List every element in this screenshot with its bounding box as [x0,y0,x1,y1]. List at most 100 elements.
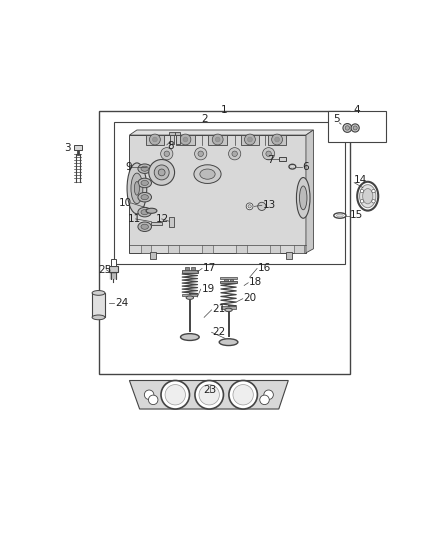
Circle shape [244,134,255,145]
Bar [237,245,247,253]
Ellipse shape [360,184,376,208]
Ellipse shape [138,164,152,173]
Circle shape [198,151,203,157]
Text: 7: 7 [267,155,274,165]
Text: 15: 15 [350,210,364,220]
Ellipse shape [363,189,373,204]
Circle shape [195,381,223,409]
Bar [74,145,82,150]
Bar [286,252,292,259]
Ellipse shape [357,182,378,211]
Bar [221,306,236,309]
Text: 11: 11 [128,214,141,224]
Ellipse shape [92,290,105,295]
Polygon shape [306,130,314,253]
Bar [202,245,212,253]
Text: 20: 20 [244,293,257,303]
Circle shape [161,381,190,409]
Text: 6: 6 [303,161,309,172]
Circle shape [232,151,237,157]
Bar [114,122,345,264]
Circle shape [351,124,359,132]
Circle shape [161,148,173,160]
Bar [182,294,197,296]
Circle shape [262,148,275,160]
Circle shape [215,137,220,142]
Bar [268,135,286,146]
Ellipse shape [127,163,147,214]
Circle shape [229,381,258,409]
Circle shape [212,134,223,145]
Bar [145,135,164,146]
Circle shape [164,151,170,157]
Ellipse shape [297,177,310,218]
Ellipse shape [289,164,296,169]
Polygon shape [130,130,314,135]
Ellipse shape [134,182,139,195]
Ellipse shape [138,222,152,231]
Circle shape [165,385,185,405]
Bar [92,293,105,317]
Ellipse shape [138,207,152,217]
Text: 12: 12 [156,214,169,224]
Text: 23: 23 [204,385,217,394]
Text: 18: 18 [249,277,262,287]
Bar [224,279,227,281]
Bar [220,277,237,279]
Ellipse shape [146,208,157,213]
Circle shape [260,395,269,405]
Bar [279,157,286,161]
Ellipse shape [225,308,232,312]
Bar [208,135,227,146]
Circle shape [248,205,251,208]
Circle shape [345,126,350,130]
Text: 13: 13 [262,200,276,209]
Text: 10: 10 [119,198,132,208]
Bar [294,245,304,253]
Circle shape [194,148,207,160]
Bar [170,216,173,227]
Text: 21: 21 [212,304,226,314]
Circle shape [154,165,169,180]
Ellipse shape [180,334,199,341]
Bar [152,222,162,225]
Text: 25: 25 [98,265,111,275]
Ellipse shape [141,224,148,229]
Ellipse shape [138,178,152,188]
Ellipse shape [138,192,152,202]
Bar [328,111,386,142]
Circle shape [183,137,188,142]
Circle shape [246,203,253,210]
Ellipse shape [131,173,143,204]
Text: 19: 19 [201,284,215,294]
Ellipse shape [141,166,148,171]
Circle shape [158,169,165,176]
Ellipse shape [141,180,148,185]
Text: 2: 2 [201,114,208,124]
Circle shape [264,390,273,400]
Circle shape [272,134,283,145]
Bar [220,281,237,284]
Text: 1: 1 [221,104,228,115]
Text: 14: 14 [353,175,367,185]
Text: 16: 16 [258,263,271,273]
Ellipse shape [194,165,221,183]
Bar [175,132,180,135]
Bar [230,279,233,281]
Ellipse shape [200,169,215,179]
Circle shape [360,199,364,203]
Bar [111,259,116,266]
Bar [270,245,280,253]
Text: 8: 8 [167,141,173,151]
Bar [169,132,175,135]
Circle shape [149,159,175,185]
Text: 3: 3 [64,143,71,152]
Bar [99,111,350,374]
Ellipse shape [300,186,307,210]
Circle shape [275,137,279,142]
Circle shape [145,390,154,400]
Bar [191,268,194,270]
Ellipse shape [141,209,148,215]
Circle shape [258,203,266,211]
FancyBboxPatch shape [109,266,118,272]
